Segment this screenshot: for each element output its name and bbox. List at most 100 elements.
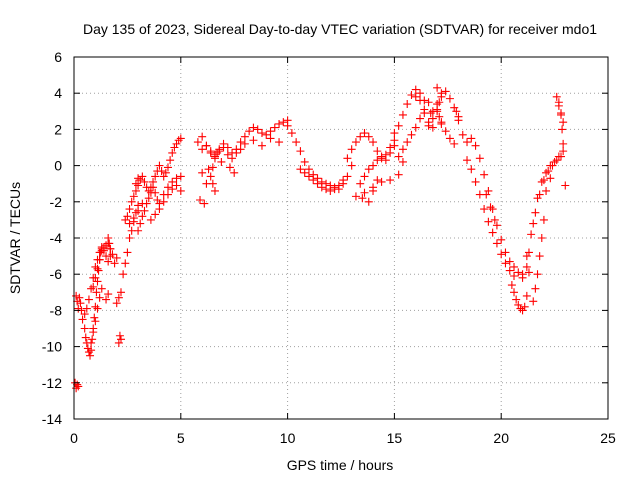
data-point [99,243,108,252]
data-point [398,145,407,154]
data-point [416,114,425,123]
data-point [253,125,262,134]
data-point [198,132,207,141]
data-point [445,94,454,103]
data-point [80,310,89,319]
y-tick-labels: -14 -12 -10 -8 -6 -4 -2 0 2 4 6 [42,49,62,427]
data-point [416,89,425,98]
data-point [151,172,160,181]
data-point [232,148,241,157]
data-point [330,185,339,194]
data-point [559,139,568,148]
data-point [561,181,570,190]
data-point [531,284,540,293]
data-point [501,259,510,268]
data-point [163,183,172,192]
data-point [510,288,519,297]
data-point [202,141,211,150]
data-point [87,338,96,347]
x-tick-label: 20 [493,430,509,446]
data-point [75,293,84,302]
data-point [166,156,175,165]
x-tick-label: 15 [387,430,403,446]
data-point [292,138,301,147]
data-point [484,217,493,226]
y-tick-label: 6 [54,49,62,65]
data-point [369,138,378,147]
data-point [358,194,367,203]
data-point [90,313,99,322]
data-point [97,284,106,293]
data-point [91,317,100,326]
y-tick-label: 4 [54,85,62,101]
data-point [510,272,519,281]
data-point [339,176,348,185]
data-point [121,215,130,224]
data-point [114,338,123,347]
data-point [356,132,365,141]
data-point [170,143,179,152]
chart-title: Day 135 of 2023, Sidereal Day-to-day VTE… [83,21,597,37]
data-point [80,324,89,333]
data-point [373,176,382,185]
data-point [74,382,83,391]
data-point [424,98,433,107]
data-point [112,299,121,308]
data-point [125,234,134,242]
data-point [172,181,181,190]
data-point [208,163,217,172]
data-point [520,302,529,311]
data-point [398,157,407,166]
data-point [364,197,373,206]
data-point [108,250,117,259]
data-point [106,252,115,261]
data-point [524,268,533,277]
data-point [125,205,134,214]
data-point [394,152,403,161]
data-point [300,168,309,177]
data-point [351,138,360,147]
data-point [522,252,531,261]
data-point [131,186,140,195]
data-point [200,199,209,208]
data-point [497,235,506,244]
data-point [505,257,514,266]
data-point [356,179,365,188]
data-point [304,172,313,181]
data-point [386,148,395,157]
data-point [369,183,378,192]
data-point [240,132,249,141]
data-point [151,210,160,219]
data-point [552,92,561,101]
data-point [296,165,305,174]
data-point [225,163,234,172]
data-point [84,348,93,357]
data-point [87,284,96,293]
data-point [151,188,160,197]
data-point [153,195,162,204]
data-point [131,179,140,188]
data-point [78,315,87,324]
y-tick-label: -10 [42,339,62,355]
data-point [529,219,538,228]
data-point [149,183,158,192]
data-point [81,333,90,342]
y-tick-label: -2 [50,194,63,210]
data-point [492,239,501,248]
data-point [471,141,480,150]
data-point [309,176,318,185]
data-point [544,167,553,176]
data-point [411,92,420,101]
data-point [84,295,93,304]
data-point [488,228,497,237]
data-point [136,176,145,185]
data-point [524,248,533,257]
data-point [87,346,96,355]
data-point [91,302,100,311]
data-point [138,212,147,221]
data-point [522,291,531,300]
y-tick-label: -12 [42,375,62,391]
data-point [516,304,525,313]
data-point [163,163,172,172]
data-point [377,152,386,161]
